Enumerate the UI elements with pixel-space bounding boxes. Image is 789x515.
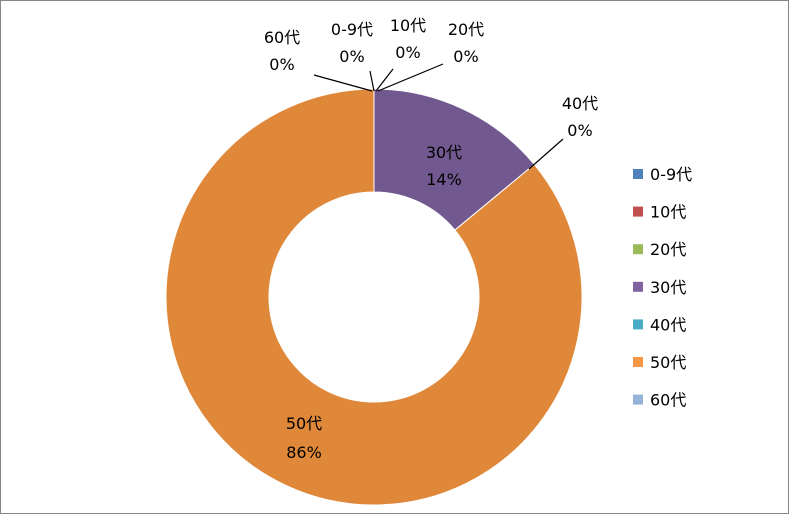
data-label-name-60代: 60代 <box>264 28 300 47</box>
legend-label-10代: 10代 <box>650 203 686 222</box>
data-label-name-40代: 40代 <box>562 94 598 113</box>
data-label-percent-0-9代: 0% <box>339 47 364 66</box>
leader-lines <box>313 63 564 170</box>
slice-50代 <box>165 88 583 506</box>
leader-line-0-9代 <box>369 70 375 92</box>
legend-swatch-20代 <box>633 244 643 255</box>
legend-swatch-30代 <box>633 281 643 292</box>
legend-swatch-0-9代 <box>633 169 643 179</box>
legend-swatch-60代 <box>633 394 643 405</box>
data-label-percent-30代: 14% <box>426 170 462 189</box>
legend-label-60代: 60代 <box>650 391 686 410</box>
data-label-name-0-9代: 0-9代 <box>331 20 373 39</box>
legend: 0-9代 10代 20代 30代 40代 50代 60代 <box>633 165 692 410</box>
legend-label-30代: 30代 <box>650 278 686 297</box>
legend-label-0-9代: 0-9代 <box>650 165 692 184</box>
data-label-percent-60代: 0% <box>269 55 294 74</box>
legend-swatch-40代 <box>633 319 643 330</box>
data-label-percent-10代: 0% <box>395 43 420 62</box>
data-label-name-30代: 30代 <box>426 143 462 162</box>
leader-line-60代 <box>313 74 373 92</box>
slices <box>165 88 583 506</box>
data-label-name-50代: 50代 <box>286 414 322 433</box>
legend-swatch-10代 <box>633 206 643 217</box>
legend-label-20代: 20代 <box>650 240 686 259</box>
slice-30代 <box>373 88 535 231</box>
leader-line-20代 <box>377 63 444 92</box>
legend-label-50代: 50代 <box>650 353 686 372</box>
data-label-percent-50代: 86% <box>286 443 322 462</box>
data-label-percent-40代: 0% <box>567 121 592 140</box>
legend-swatch-50代 <box>633 357 643 367</box>
data-label-name-10代: 10代 <box>390 16 426 35</box>
leader-line-10代 <box>375 68 394 92</box>
legend-label-40代: 40代 <box>650 315 686 334</box>
leader-line-40代 <box>528 138 564 170</box>
data-label-name-20代: 20代 <box>448 20 484 39</box>
data-label-percent-20代: 0% <box>453 47 478 66</box>
data-labels: 0-9代 0% 10代 0% 20代 0% 30代 14% 40代 0% 50代 86% 60代 0% <box>264 16 598 462</box>
